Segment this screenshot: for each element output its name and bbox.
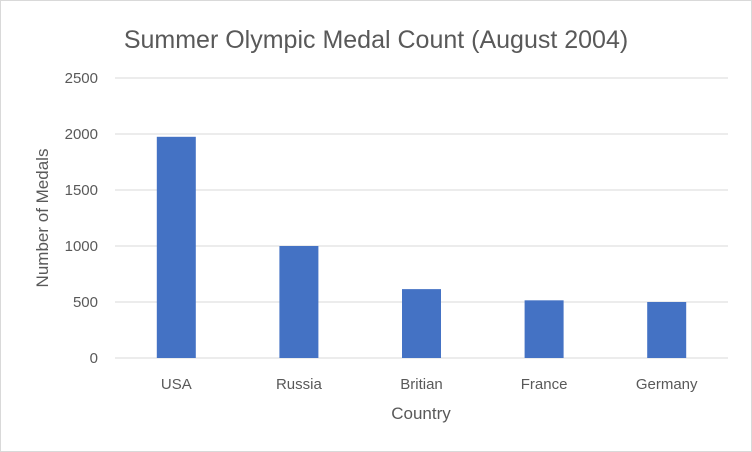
bar-russia [279,246,319,358]
x-tick-label: Russia [276,376,323,393]
y-tick-label: 2500 [65,70,98,87]
y-axis-tick-labels: 0 500 1000 1500 2000 2500 [65,70,98,367]
bar-usa [156,136,196,358]
y-tick-label: 0 [90,350,98,367]
bar-britian [402,289,441,358]
y-tick-label: 1000 [65,238,98,255]
y-tick-label: 500 [73,294,98,311]
chart-title: Summer Olympic Medal Count (August 2004) [124,26,628,54]
bar-france [524,300,564,358]
x-axis-tick-labels: USA Russia Britian France Germany [161,376,698,393]
x-tick-label: USA [161,376,192,393]
y-tick-label: 2000 [65,126,98,143]
x-tick-label: Britian [400,376,443,393]
x-tick-label: Germany [636,376,698,393]
bars [156,136,687,358]
gridlines [115,77,728,359]
x-tick-label: France [521,376,568,393]
y-axis-title: Number of Medals [33,149,52,288]
bar-germany [647,302,687,358]
y-tick-label: 1500 [65,182,98,199]
x-axis-title: Country [391,404,451,423]
